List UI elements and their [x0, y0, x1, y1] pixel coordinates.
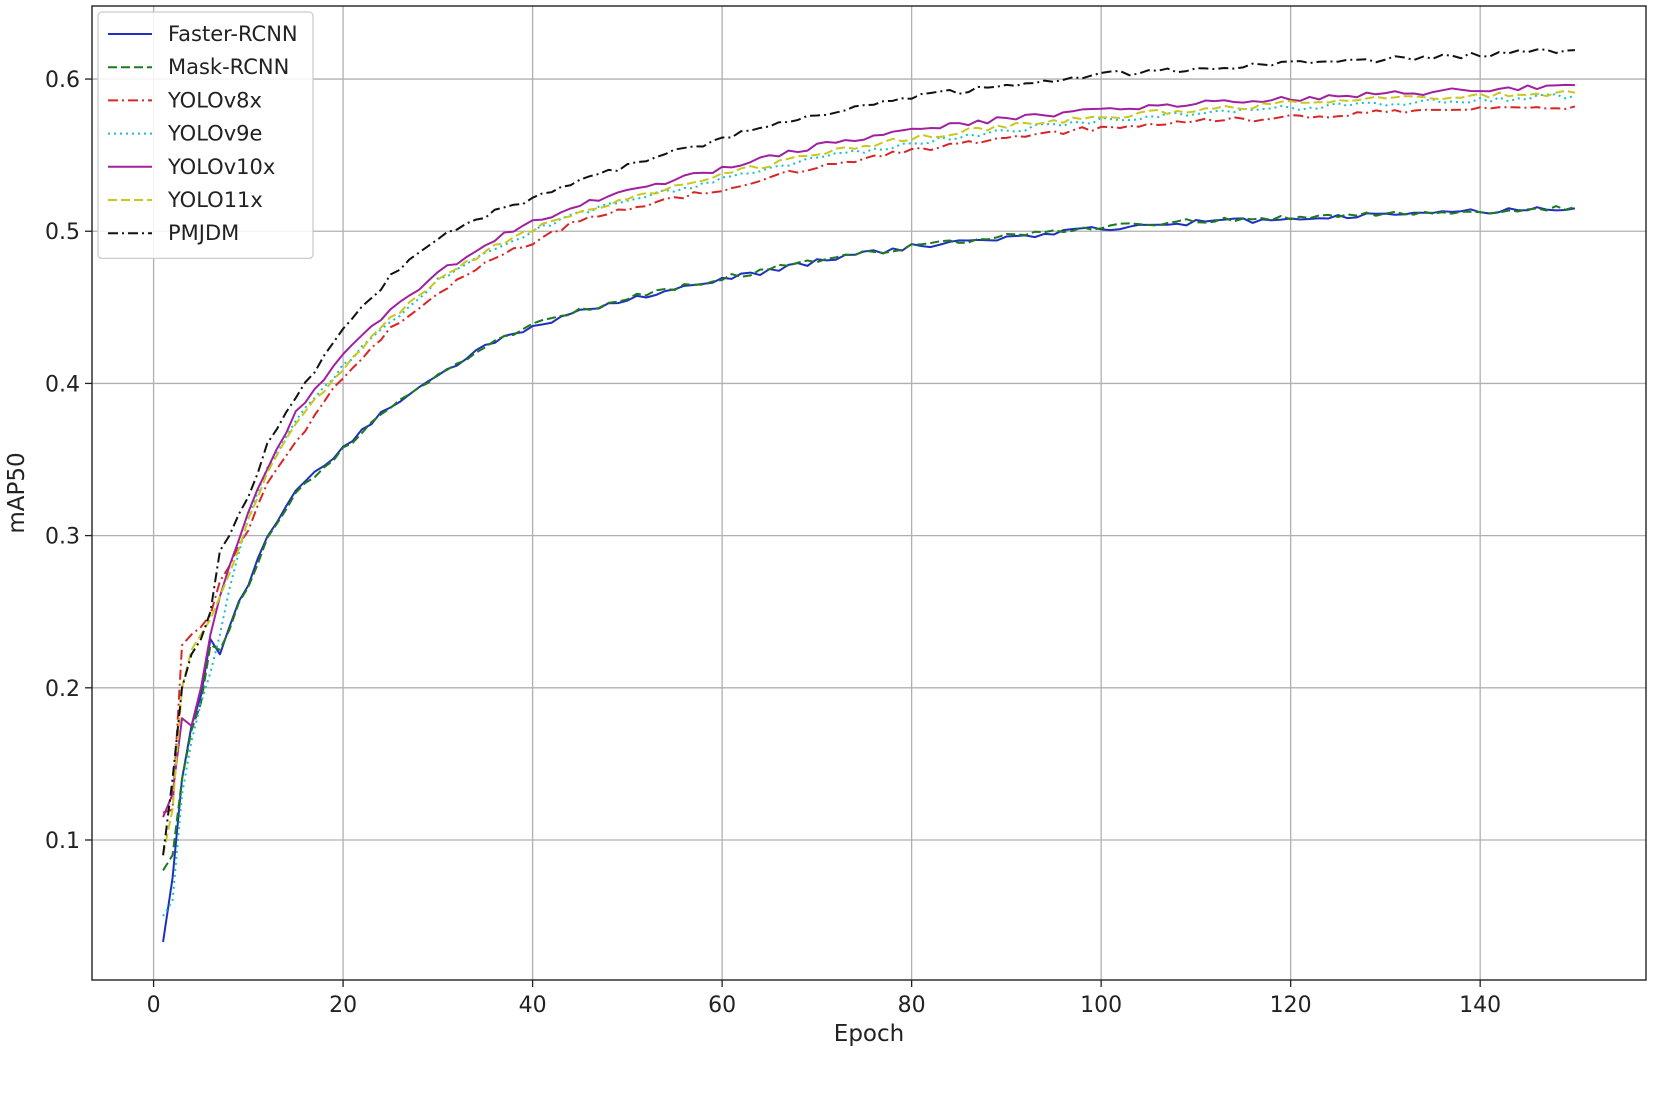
series-line-pmjdm: [162, 48, 1575, 856]
series-line-faster-rcnn: [162, 206, 1576, 943]
x-axis-label: Epoch: [834, 1021, 904, 1047]
legend-label-yolov10x: YOLOv10x: [167, 155, 275, 179]
y-tick-label: 0.1: [45, 829, 80, 854]
x-tick-label: 40: [519, 993, 547, 1018]
x-tick-label: 80: [898, 993, 926, 1018]
tick-layer: 0 20 40 60 80 100 120 140 0.1 0.2 0.3 0.4 0.5 0.6: [45, 68, 1501, 1018]
series-line-yolov8x: [162, 105, 1576, 814]
legend-label-yolov8x: YOLOv8x: [167, 88, 262, 112]
legend-label-mask-rcnn: Mask-RCNN: [168, 55, 289, 79]
legend-box: [97, 11, 314, 260]
y-tick-label: 0.2: [45, 677, 80, 702]
series-line-yolov10x: [162, 83, 1575, 818]
y-tick-label: 0.4: [45, 372, 80, 397]
series-line-yolov9e: [162, 93, 1576, 917]
y-axis-label: mAP50: [4, 452, 30, 533]
legend-label-faster-rcnn: Faster-RCNN: [168, 22, 298, 46]
legend: Faster-RCNN Mask-RCNN YOLOv8x YOLOv9e YOLOv1…: [97, 11, 314, 260]
legend-label-pmjdm: PMJDM: [168, 221, 239, 245]
plot-frame: [91, 5, 1647, 981]
x-tick-label: 20: [329, 993, 357, 1018]
x-tick-label: 100: [1080, 993, 1122, 1018]
grid-layer: [92, 6, 1646, 980]
series-layer: [162, 48, 1576, 943]
x-tick-label: 140: [1459, 993, 1501, 1018]
x-tick-label: 120: [1270, 993, 1312, 1018]
x-tick-label: 0: [147, 993, 161, 1018]
x-tick-label: 60: [708, 993, 736, 1018]
legend-label-yolo11x: YOLO11x: [167, 188, 263, 212]
series-line-yolo11x: [162, 89, 1576, 856]
legend-items: Faster-RCNN Mask-RCNN YOLOv8x YOLOv9e YOLOv1…: [108, 22, 298, 245]
y-tick-label: 0.6: [45, 68, 80, 93]
y-tick-label: 0.3: [45, 525, 80, 550]
legend-label-yolov9e: YOLOv9e: [167, 122, 262, 146]
y-tick-label: 0.5: [45, 220, 80, 245]
series-line-mask-rcnn: [162, 205, 1576, 871]
